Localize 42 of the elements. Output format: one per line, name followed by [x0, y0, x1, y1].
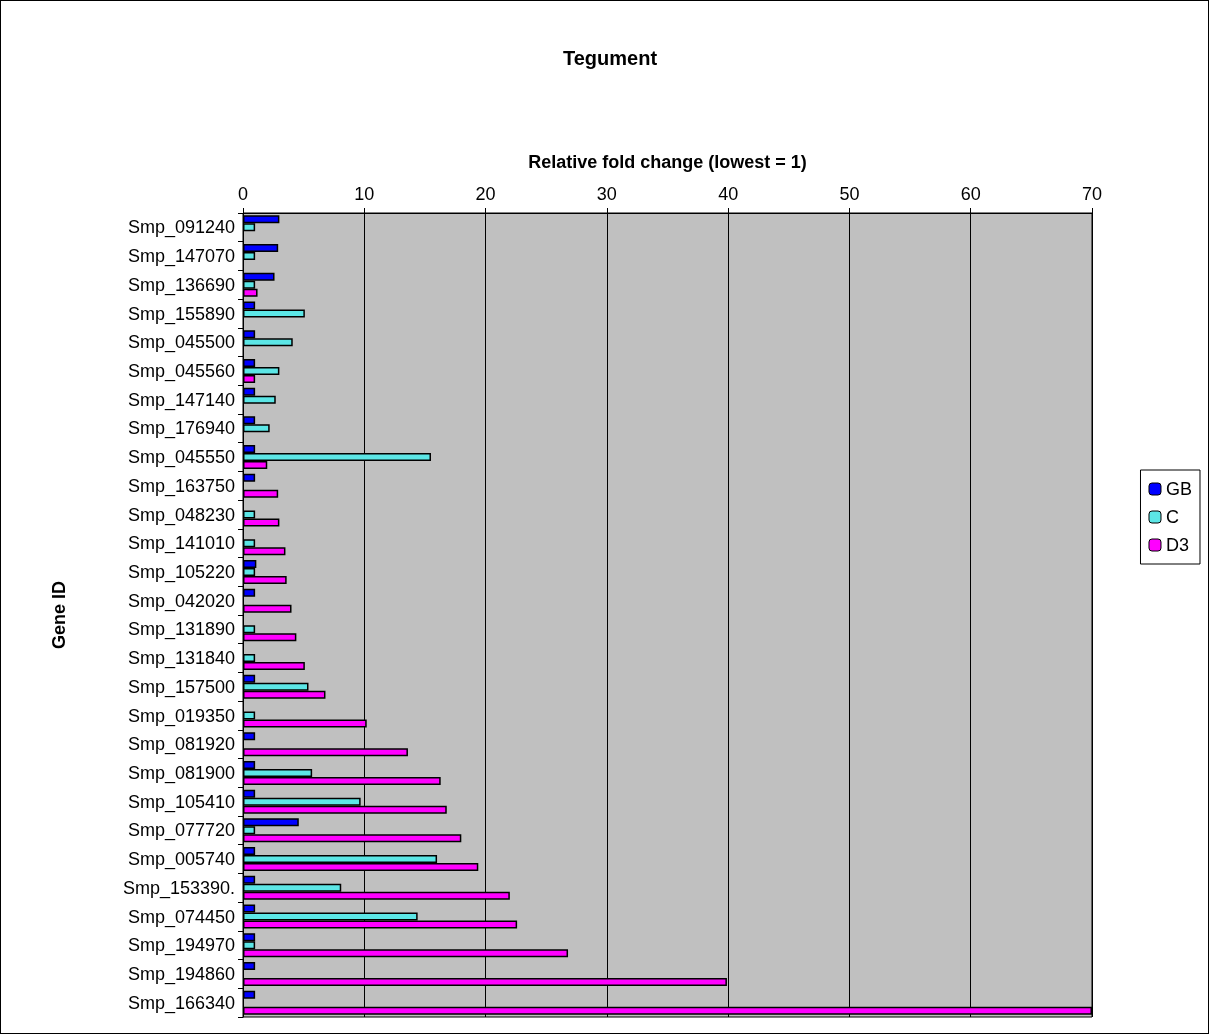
x-tick-label: 0	[237, 184, 249, 204]
y-tick-label: Smp_194970	[127, 935, 235, 957]
y-tick-label: Smp_091240	[127, 217, 235, 239]
x-tick-label: 50	[839, 184, 860, 204]
y-tick-label: Smp_153390.	[122, 877, 235, 899]
y-tick-label: Smp_105220	[127, 561, 235, 583]
y-tick-label: Smp_163750	[127, 475, 235, 497]
x-tick-label: 20	[475, 184, 496, 204]
y-tick-label: Smp_166340	[127, 992, 235, 1014]
y-tick-label: Smp_081900	[127, 762, 235, 784]
y-tick-label: Smp_074450	[127, 906, 235, 928]
y-tick-label: Smp_131890	[127, 619, 235, 641]
x-axis-title: Relative fold change (lowest = 1)	[528, 152, 807, 172]
y-axis-title: Gene ID	[49, 580, 69, 650]
y-tick-label: Smp_019350	[127, 705, 235, 727]
y-tick-label: Smp_131840	[127, 648, 235, 670]
x-tick-label: 40	[718, 184, 739, 204]
y-tick-label: Smp_141010	[127, 533, 235, 555]
y-tick-label: Smp_105410	[127, 791, 235, 813]
y-tick-label: Smp_005740	[127, 849, 235, 871]
y-tick-label: Smp_147070	[127, 246, 235, 268]
y-tick-label: Smp_045500	[127, 332, 235, 354]
y-tick-label: Smp_155890	[127, 303, 235, 325]
y-tick-label: Smp_048230	[127, 504, 235, 526]
y-tick-label: Smp_077720	[127, 820, 235, 842]
legend-label: C	[1165, 507, 1179, 527]
y-tick-label: Smp_176940	[127, 418, 235, 440]
y-tick-label: Smp_042020	[127, 590, 235, 612]
y-tick-label: Smp_157500	[127, 676, 235, 698]
y-tick-label: Smp_136690	[127, 274, 235, 296]
y-tick-label: Smp_081920	[127, 734, 235, 756]
x-tick-label: 70	[1081, 184, 1103, 204]
y-tick-label: Smp_045560	[127, 360, 235, 382]
x-tick-label: 60	[960, 184, 981, 204]
y-tick-label: Smp_147140	[127, 389, 235, 411]
y-tick-label: Smp_194860	[127, 963, 235, 985]
y-tick-label: Smp_045550	[127, 447, 235, 469]
x-tick-label: 10	[354, 184, 375, 204]
legend-label: D3	[1165, 535, 1190, 555]
legend-label: GB	[1165, 479, 1193, 499]
chart-title: Tegument	[562, 47, 658, 69]
x-tick-label: 30	[596, 184, 617, 204]
